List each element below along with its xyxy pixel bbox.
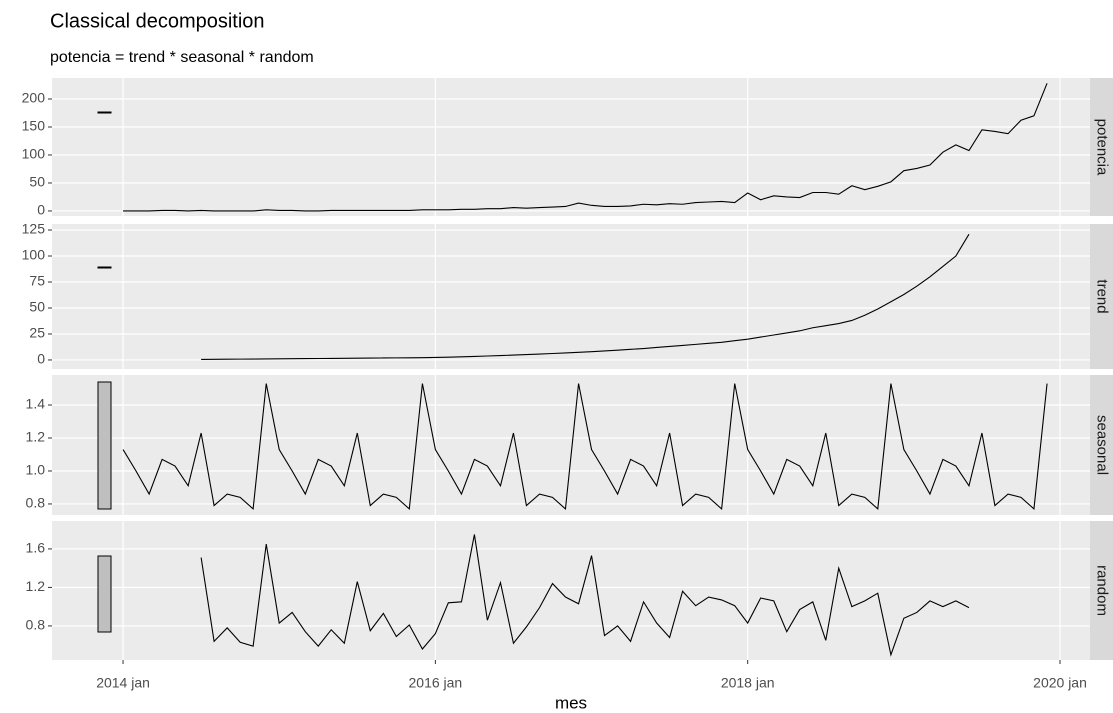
- strip: [1090, 375, 1113, 515]
- strip-label: seasonal: [1094, 415, 1111, 475]
- y-tick-label: 0: [37, 351, 45, 367]
- strip-label: trend: [1094, 279, 1111, 313]
- series-line: [122, 383, 1048, 511]
- y-tick-label: 50: [29, 299, 45, 315]
- series-line: [201, 233, 970, 360]
- y-tick-label: 0.8: [26, 495, 46, 511]
- chart-title: Classical decomposition: [50, 10, 265, 32]
- y-tick-label: 1.0: [26, 462, 46, 478]
- series-line: [123, 83, 1048, 212]
- series-line: [200, 534, 970, 657]
- y-tick-label: 0.8: [26, 617, 46, 633]
- y-tick-label: 1.6: [26, 540, 46, 556]
- y-tick-label: 200: [22, 90, 46, 106]
- panel-background: [52, 375, 1090, 515]
- strip: [1090, 78, 1113, 216]
- y-tick-label: 25: [29, 325, 45, 341]
- y-tick-label: 0: [37, 202, 45, 218]
- panel-background: [52, 521, 1090, 660]
- strip: [1090, 521, 1113, 660]
- y-tick-label: 125: [22, 221, 46, 237]
- y-tick-label: 100: [22, 146, 46, 162]
- x-axis-title: mes: [555, 693, 587, 712]
- y-tick-label: 50: [29, 174, 45, 190]
- y-tick-label: 100: [22, 247, 46, 263]
- strip-label: random: [1094, 565, 1111, 616]
- y-tick-label: 150: [22, 118, 46, 134]
- panel-background: [52, 78, 1090, 216]
- scale-bar: [97, 266, 112, 269]
- panel-background: [52, 224, 1090, 369]
- chart-subtitle: potencia = trend * seasonal * random: [50, 49, 314, 66]
- y-tick-label: 75: [29, 273, 45, 289]
- y-tick-label: 1.2: [26, 578, 46, 594]
- x-tick-label: 2016 jan: [409, 675, 463, 691]
- y-tick-label: 1.4: [26, 396, 46, 412]
- x-tick-label: 2020 jan: [1033, 675, 1087, 691]
- x-tick-label: 2018 jan: [721, 675, 775, 691]
- strip: [1090, 224, 1113, 369]
- scale-bar: [97, 555, 112, 633]
- strip-label: potencia: [1094, 119, 1111, 176]
- y-tick-label: 1.2: [26, 429, 46, 445]
- scale-bar: [97, 381, 112, 510]
- x-tick-label: 2014 jan: [96, 675, 150, 691]
- scale-bar: [97, 111, 112, 114]
